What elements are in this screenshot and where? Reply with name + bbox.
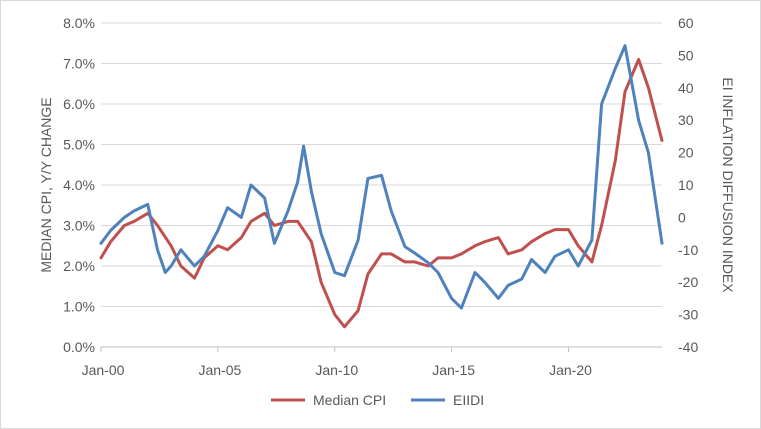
y-tick-label: 8.0% [63,15,95,31]
y2-tick-label: 0 [678,209,686,225]
legend-label-median-cpi: Median CPI [313,392,386,408]
y-tick-label: 6.0% [63,96,95,112]
series-lines [99,44,664,329]
y-tick-label: 1.0% [63,299,95,315]
y2-tick-label: -10 [678,242,698,258]
legend-label-eiidi: EIIDI [453,392,484,408]
y2-tick-label: -30 [678,307,698,323]
y2-tick-label: -40 [678,339,698,355]
y-tick-label: 7.0% [63,56,95,72]
legend: Median CPI EIIDI [271,392,484,408]
x-axis-ticks: Jan-00 Jan-05 Jan-10 Jan-15 Jan-20 [82,347,592,378]
y2-tick-label: 60 [678,15,694,31]
y-tick-label: 4.0% [63,177,95,193]
y2-tick-label: 50 [678,47,694,63]
y-tick-label: 0.0% [63,339,95,355]
y-tick-label: 2.0% [63,258,95,274]
y2-tick-label: 10 [678,177,694,193]
series-line-median-cpi [99,57,664,329]
y2-tick-label: 40 [678,80,694,96]
x-tick-label: Jan-10 [315,362,358,378]
y2-tick-label: 30 [678,112,694,128]
x-tick-label: Jan-05 [198,362,241,378]
y-axis-title: MEDIAN CPI, Y/Y CHANGE [38,97,54,272]
x-tick-label: Jan-00 [82,362,125,378]
y2-axis-ticks: -40 -30 -20 -10 0 10 20 30 40 50 60 [678,15,698,355]
series-line-eiidi [99,44,664,310]
x-tick-label: Jan-20 [549,362,592,378]
y2-axis-title: EI INFLATION DIFFUSION INDEX [720,77,736,293]
x-tick-label: Jan-15 [432,362,475,378]
y-tick-label: 3.0% [63,218,95,234]
y2-tick-label: -20 [678,274,698,290]
y-axis-ticks: 0.0% 1.0% 2.0% 3.0% 4.0% 5.0% 6.0% 7.0% 8.0% [63,15,95,355]
y-tick-label: 5.0% [63,137,95,153]
y2-tick-label: 20 [678,145,694,161]
